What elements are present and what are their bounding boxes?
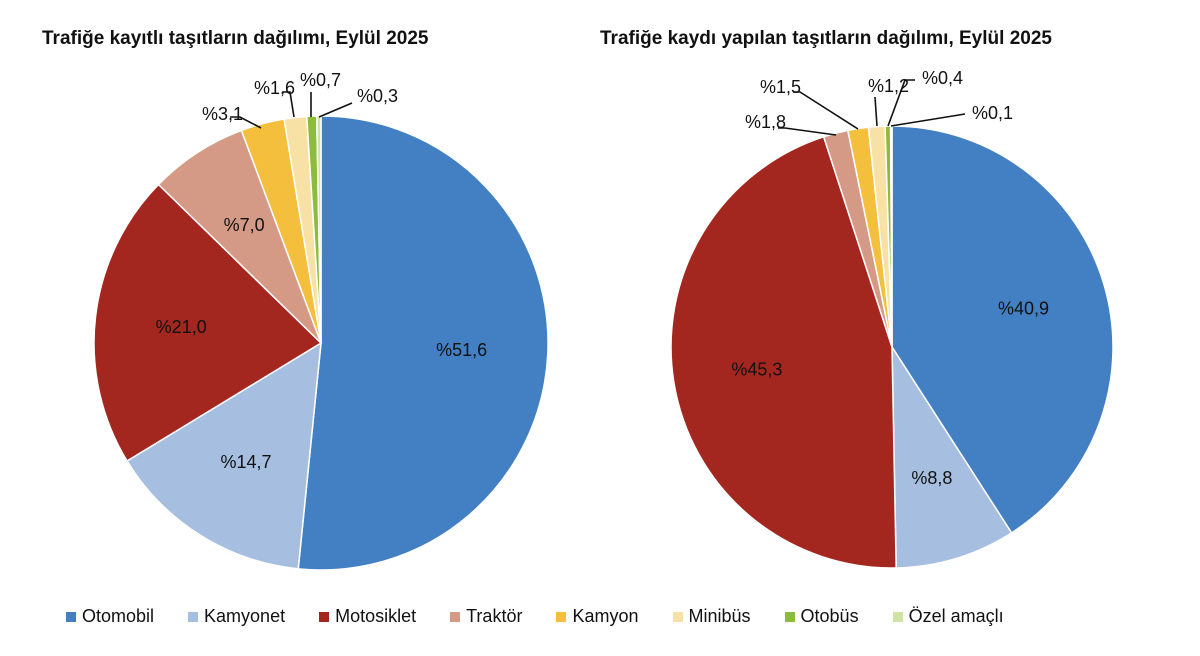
data-label-0-otob-s: %0,7 bbox=[300, 70, 341, 90]
legend-swatch bbox=[672, 611, 683, 622]
legend-item-kamyonet: Kamyonet bbox=[188, 606, 285, 627]
legend-item-minibus: Minibüs bbox=[672, 606, 751, 627]
chart-title-right: Trafiğe kaydı yapılan taşıtların dağılım… bbox=[600, 28, 1052, 49]
data-label-0-kamyon: %3,1 bbox=[202, 104, 243, 124]
leader-line-0-kamyon bbox=[230, 116, 262, 129]
pie-slice-0-kamyonet bbox=[126, 341, 322, 570]
data-label-1-otomobil: %40,9 bbox=[998, 298, 1049, 318]
pie-slice-1-motosiklet bbox=[670, 135, 897, 569]
data-label-0--zel-ama-l-: %0,3 bbox=[357, 86, 398, 106]
legend-label: Otomobil bbox=[82, 606, 155, 626]
pie-slice-1-otomobil bbox=[891, 125, 1114, 534]
legend-label: Kamyon bbox=[572, 606, 639, 626]
legend-label: Minibüs bbox=[688, 606, 751, 626]
data-label-1-otob-s: %0,4 bbox=[922, 68, 963, 88]
leader-line-1-minib-s bbox=[874, 96, 878, 127]
data-label-1-kamyonet: %8,8 bbox=[911, 468, 952, 488]
data-label-1-motosiklet: %45,3 bbox=[731, 360, 782, 380]
legend-item-kamyon: Kamyon bbox=[556, 606, 639, 627]
data-label-0-otomobil: %51,6 bbox=[436, 340, 487, 360]
legend-label: Kamyonet bbox=[204, 606, 286, 626]
legend-swatch bbox=[450, 611, 461, 622]
pie-slice-1-kamyonet bbox=[891, 344, 1013, 569]
legend-swatch bbox=[188, 611, 199, 622]
legend-swatch bbox=[319, 611, 330, 622]
data-label-0-motosiklet: %21,0 bbox=[156, 317, 207, 337]
leader-line-0-minib-s bbox=[282, 91, 295, 118]
data-label-0-trakt-r: %7,0 bbox=[224, 215, 265, 235]
legend-label: Traktör bbox=[466, 606, 523, 626]
legend-item-ozel-amacli: Özel amaçlı bbox=[892, 606, 1004, 627]
legend-swatch bbox=[66, 611, 76, 622]
chart-title-left: Trafiğe kayıtlı taşıtların dağılımı, Eyl… bbox=[42, 28, 429, 49]
leader-line-1-otob-s bbox=[887, 79, 915, 127]
legend-item-otobus: Otobüs bbox=[784, 606, 859, 627]
pie-slice-0-otomobil bbox=[297, 115, 549, 571]
legend-label: Otobüs bbox=[800, 606, 859, 626]
legend-item-otomobil: Otomobil bbox=[66, 606, 154, 627]
leader-line-0--zel-ama-l- bbox=[318, 102, 353, 118]
data-label-1-minib-s: %1,2 bbox=[868, 76, 909, 96]
leader-line-1-trakt-r bbox=[778, 127, 837, 136]
legend-swatch bbox=[556, 611, 567, 622]
pie-slice-0-motosiklet bbox=[93, 183, 323, 463]
legend-item-motosiklet: Motosiklet bbox=[319, 606, 416, 627]
data-label-0-minib-s: %1,6 bbox=[254, 78, 295, 98]
legend-label: Özel amaçlı bbox=[908, 606, 1004, 626]
legend-swatch bbox=[892, 611, 903, 622]
legend-label: Motosiklet bbox=[335, 606, 417, 626]
leader-line-1--zel-ama-l- bbox=[890, 113, 966, 127]
leader-line-1-kamyon bbox=[793, 91, 859, 130]
data-label-0-kamyonet: %14,7 bbox=[220, 452, 271, 472]
legend-swatch bbox=[784, 611, 795, 622]
chart-legend: Otomobil Kamyonet Motosiklet Traktör Kam… bbox=[66, 606, 1004, 627]
data-label-1-kamyon: %1,5 bbox=[760, 77, 801, 97]
data-label-1--zel-ama-l-: %0,1 bbox=[972, 103, 1013, 123]
data-label-1-trakt-r: %1,8 bbox=[745, 112, 786, 132]
legend-item-traktor: Traktör bbox=[450, 606, 522, 627]
